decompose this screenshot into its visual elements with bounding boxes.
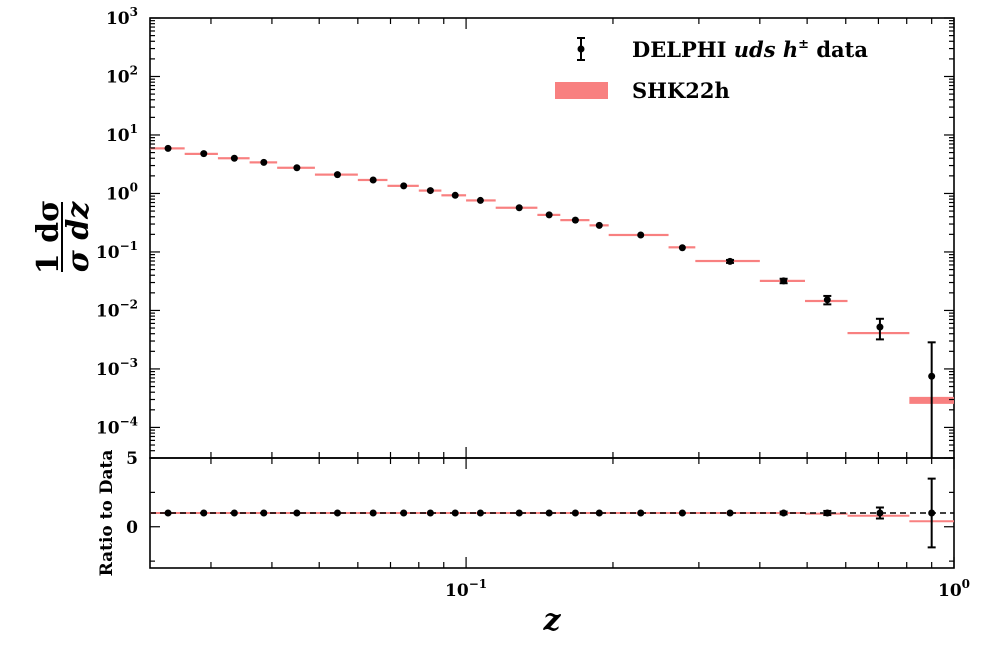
data-point <box>928 372 936 380</box>
ratio-point <box>451 509 459 517</box>
ratio-point <box>476 509 484 517</box>
theory-bin <box>847 331 910 335</box>
data-point <box>164 144 172 152</box>
ratio-point <box>637 509 645 517</box>
ratio-point <box>293 509 301 517</box>
legend-data-label: DELPHI uds h± data <box>632 37 868 62</box>
x-tick-label: 100 <box>938 577 970 601</box>
x-tick-label: 10−1 <box>445 577 487 601</box>
data-point <box>595 221 603 229</box>
ratio-point <box>515 509 523 517</box>
data-point <box>333 171 341 179</box>
ratio-point <box>200 509 208 517</box>
ratio-point <box>678 509 686 517</box>
data-point <box>400 182 408 190</box>
ratio-point <box>164 509 172 517</box>
legend: DELPHI uds h± data SHK22h <box>555 37 868 103</box>
data-point <box>876 323 884 331</box>
data-point <box>200 150 208 158</box>
ratio-point <box>260 509 268 517</box>
ratio-point <box>726 509 734 517</box>
main-ticks-group: 103 102 101 100 10−1 10−2 10−3 10−4 <box>96 5 954 459</box>
data-point <box>823 296 831 304</box>
legend-theory-swatch <box>555 82 608 99</box>
data-point <box>230 154 238 162</box>
data-point <box>369 176 377 184</box>
y-tick-label: 100 <box>106 180 138 204</box>
main-panel-frame <box>149 17 955 459</box>
data-point <box>678 244 686 252</box>
y-tick-label: 102 <box>106 63 138 87</box>
ratio-point <box>426 509 434 517</box>
data-point <box>571 216 579 224</box>
ratio-point <box>369 509 377 517</box>
ratio-ticks-group: 50 <box>126 449 954 562</box>
x-axis-label: z <box>542 603 561 638</box>
data-point <box>260 158 268 166</box>
main-ylabel: 1 dσ σ dz <box>31 200 96 274</box>
data-point <box>637 231 645 239</box>
data-point <box>426 187 434 195</box>
ratio-point <box>230 509 238 517</box>
ratio-points-group <box>164 477 936 549</box>
data-point <box>515 204 523 212</box>
data-point <box>726 257 734 265</box>
y-tick-label: 10−1 <box>96 239 138 263</box>
ratio-point <box>876 509 884 517</box>
ratio-point <box>571 509 579 517</box>
y-tick-label: 103 <box>106 5 138 29</box>
ratio-point <box>333 509 341 517</box>
data-point <box>451 191 459 199</box>
ratio-point <box>928 509 936 517</box>
ratio-point <box>780 509 788 517</box>
ylabel-numerator: 1 dσ <box>31 200 66 274</box>
data-point <box>293 164 301 172</box>
data-point <box>780 277 788 285</box>
y-tick-label: 10−3 <box>96 356 138 380</box>
y-tick-label: 10−4 <box>96 414 138 438</box>
theory-band-group <box>150 147 954 404</box>
ylabel-denominator: σ dz <box>61 201 96 273</box>
ratio-point <box>823 509 831 517</box>
ratio-y-tick-label: 0 <box>126 518 138 538</box>
ratio-y-tick-label: 5 <box>126 449 138 469</box>
legend-data-marker <box>577 37 585 61</box>
ratio-point <box>595 509 603 517</box>
legend-theory-label: SHK22h <box>632 78 730 103</box>
data-points-group <box>164 144 936 458</box>
ratio-ylabel: Ratio to Data <box>97 450 117 577</box>
data-point <box>476 196 484 204</box>
ratio-point <box>545 509 553 517</box>
ratio-point <box>400 509 408 517</box>
x-ticks-group: 10−1 100 <box>210 18 970 601</box>
y-tick-label: 10−2 <box>96 297 138 321</box>
data-point <box>545 211 553 219</box>
y-tick-label: 101 <box>106 122 138 146</box>
